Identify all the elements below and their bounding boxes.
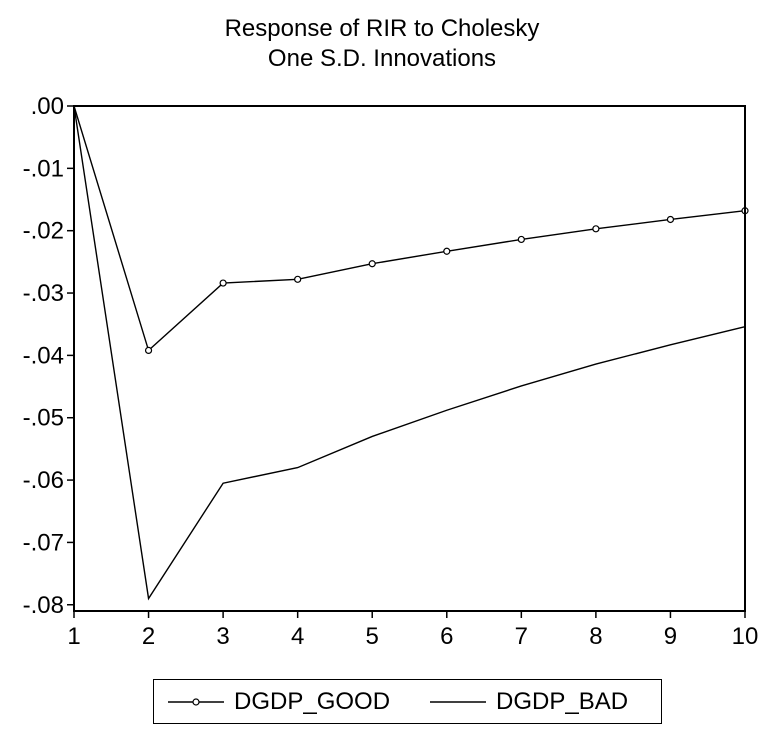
legend-label-good: DGDP_GOOD: [234, 688, 391, 715]
y-tick-label: -.04: [23, 342, 64, 369]
y-tick-label: -.06: [23, 467, 64, 494]
x-tick-label: 9: [664, 623, 677, 650]
data-point-dgdp-good: [219, 279, 227, 287]
series-line-dgdp-good: [73, 105, 746, 352]
x-tick-label: 7: [515, 623, 528, 650]
data-point-dgdp-good: [368, 260, 376, 268]
series-line-dgdp-bad: [73, 105, 746, 601]
x-tick-label: 8: [589, 623, 602, 650]
y-tick-label: -.01: [23, 155, 64, 182]
line-chart: 1 2 3 4 5 6 7 8 9 10 .00 -.01 -.02 -.03 -.04 -.05 -.06 -…: [23, 93, 759, 650]
y-tick-label: -.08: [23, 592, 64, 619]
x-tick-label: 10: [732, 623, 759, 650]
x-tick-label: 4: [291, 623, 304, 650]
y-tick-label: -.03: [23, 280, 64, 307]
data-point-dgdp-good: [443, 247, 451, 255]
data-point-dgdp-good: [144, 346, 153, 354]
data-point-dgdp-good: [517, 235, 525, 244]
x-tick-label: 1: [67, 623, 80, 650]
x-tick-label: 6: [440, 623, 453, 650]
legend-marker-good: [192, 698, 200, 706]
data-point-dgdp-good: [666, 215, 675, 224]
chart-subtitle: One S.D. Innovations: [267, 45, 497, 72]
x-tick-label: 5: [366, 623, 379, 650]
x-tick-label: 2: [142, 623, 155, 650]
y-tick-label: -.07: [23, 529, 64, 556]
y-tick-label: .00: [31, 93, 64, 120]
data-point-dgdp-good: [294, 275, 302, 283]
legend-label-bad: DGDP_BAD: [496, 688, 629, 715]
x-tick-label: 3: [216, 623, 229, 650]
plot-frame: [73, 105, 746, 612]
legend: DGDP_GOOD DGDP_BAD: [153, 679, 662, 724]
y-tick-label: -.05: [23, 405, 64, 432]
y-tick-label: -.02: [23, 218, 64, 245]
chart-title: Response of RIR to Cholesky: [224, 15, 540, 42]
data-point-dgdp-good: [592, 225, 600, 233]
